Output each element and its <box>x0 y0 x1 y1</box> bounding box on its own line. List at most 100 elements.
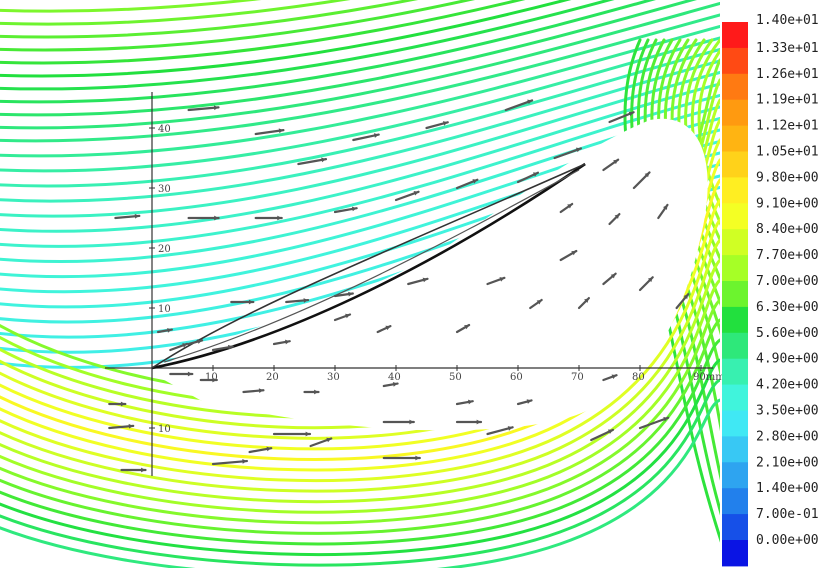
velocity-arrow <box>675 293 690 310</box>
velocity-arrow <box>577 297 590 310</box>
streamline <box>0 13 720 143</box>
colorbar-label: 4.90e+00 <box>756 352 819 367</box>
streamline <box>0 238 720 493</box>
velocity-arrow <box>559 202 574 214</box>
colorbar-label: 1.26e+01 <box>756 67 819 82</box>
velocity-arrow <box>157 327 173 334</box>
y-tick-label: 40 <box>158 124 171 135</box>
y-tick-label: 10 <box>158 304 171 315</box>
streamline <box>0 25 720 158</box>
x-tick-label: 80 <box>632 372 645 383</box>
colorbar-swatch <box>722 462 748 489</box>
velocity-arrow <box>602 374 618 382</box>
velocity-arrow <box>169 371 194 377</box>
body-mid-surface <box>164 169 580 363</box>
streamline <box>0 278 720 514</box>
tick-labels: 10 20 30 40 50 60 70 80 90mm 10 20 30 40 10 <box>158 124 725 435</box>
velocity-arrow <box>199 377 218 383</box>
velocity-arrow <box>407 277 429 286</box>
colorbar-swatch <box>722 281 748 308</box>
velocity-arrow <box>169 342 189 352</box>
velocity-arrow <box>425 121 449 130</box>
velocity-arrows <box>108 99 690 473</box>
velocity-arrow <box>455 323 471 334</box>
streamline <box>677 38 720 262</box>
velocity-arrow <box>333 291 354 298</box>
velocity-arrow <box>309 437 333 448</box>
colorbar-swatch <box>722 306 748 334</box>
colorbar-swatch <box>722 22 748 49</box>
velocity-arrow <box>638 416 670 430</box>
x-tick-label: 70 <box>571 372 584 383</box>
colorbar-label: 1.33e+01 <box>756 41 819 56</box>
velocity-arrow <box>382 381 399 388</box>
velocity-arrow <box>114 213 141 220</box>
colorbar-swatch <box>722 332 748 360</box>
velocity-arrow <box>187 105 220 112</box>
colorbar-swatch <box>722 255 748 282</box>
colorbar-label: 1.40e+01 <box>756 13 819 28</box>
velocity-arrow <box>187 339 204 346</box>
velocity-arrow <box>602 158 620 172</box>
streamline <box>0 258 720 504</box>
velocity-arrow <box>254 215 283 221</box>
velocity-arrow <box>504 99 534 112</box>
y-tick-label: 30 <box>158 184 171 195</box>
y-tick-label: 20 <box>158 244 171 255</box>
colorbar-label: 0.00e+00 <box>756 533 819 548</box>
colorbar-swatch <box>722 125 748 152</box>
velocity-arrow <box>455 399 474 406</box>
colorbar-label: 1.05e+01 <box>756 145 819 160</box>
velocity-arrow <box>248 446 273 454</box>
velocity-arrow <box>382 419 415 425</box>
velocity-arrow <box>272 431 312 437</box>
velocity-arrow <box>285 298 310 304</box>
colorbar-swatch <box>722 73 748 101</box>
colorbar-swatch <box>722 151 748 178</box>
colorbar-swatch <box>722 410 748 437</box>
colorbar-label: 1.40e+00 <box>756 481 819 496</box>
colorbar-label: 1.19e+01 <box>756 93 819 108</box>
velocity-arrow <box>516 399 533 406</box>
velocity-arrow <box>559 249 578 262</box>
colorbar-label: 7.00e-01 <box>756 507 819 522</box>
streamline <box>0 378 720 567</box>
velocity-arrow <box>333 313 352 322</box>
x-tick-label: 20 <box>266 372 279 383</box>
velocity-arrow <box>486 276 506 286</box>
velocity-arrow <box>632 171 651 190</box>
velocity-arrow <box>254 128 285 136</box>
velocity-arrow <box>211 459 248 466</box>
colorbar-label: 9.80e+00 <box>756 170 819 185</box>
x-tick-label: 40 <box>388 372 401 383</box>
colorbar-swatch <box>722 540 748 567</box>
streamline <box>0 0 262 13</box>
streamline <box>0 0 475 52</box>
streamline <box>0 198 720 472</box>
velocity-arrow <box>602 272 617 286</box>
streamline <box>0 0 698 117</box>
streamline <box>0 2 720 130</box>
streamline <box>0 358 720 557</box>
colorbar-swatch <box>722 47 748 75</box>
colorbar-label: 3.50e+00 <box>756 404 819 419</box>
streamline <box>0 0 351 26</box>
streamline <box>0 71 720 218</box>
streamline <box>0 0 526 65</box>
x-tick-label: 60 <box>510 372 523 383</box>
streamline <box>0 338 720 546</box>
streamline <box>0 0 657 104</box>
velocity-arrow <box>272 339 291 346</box>
colorbar-swatch <box>722 384 748 411</box>
velocity-arrow <box>608 213 621 226</box>
streamline <box>0 398 720 568</box>
low-velocity-region <box>150 118 708 431</box>
x-tick-label: 10 <box>205 372 218 383</box>
body-lower-surface <box>151 162 586 370</box>
velocity-arrow <box>303 389 320 395</box>
velocity-arrow <box>516 171 540 184</box>
streamline <box>630 38 720 516</box>
streamline <box>0 298 720 525</box>
colorbar-label: 6.30e+00 <box>756 300 819 315</box>
x-tick-label: 90mm <box>693 372 725 383</box>
